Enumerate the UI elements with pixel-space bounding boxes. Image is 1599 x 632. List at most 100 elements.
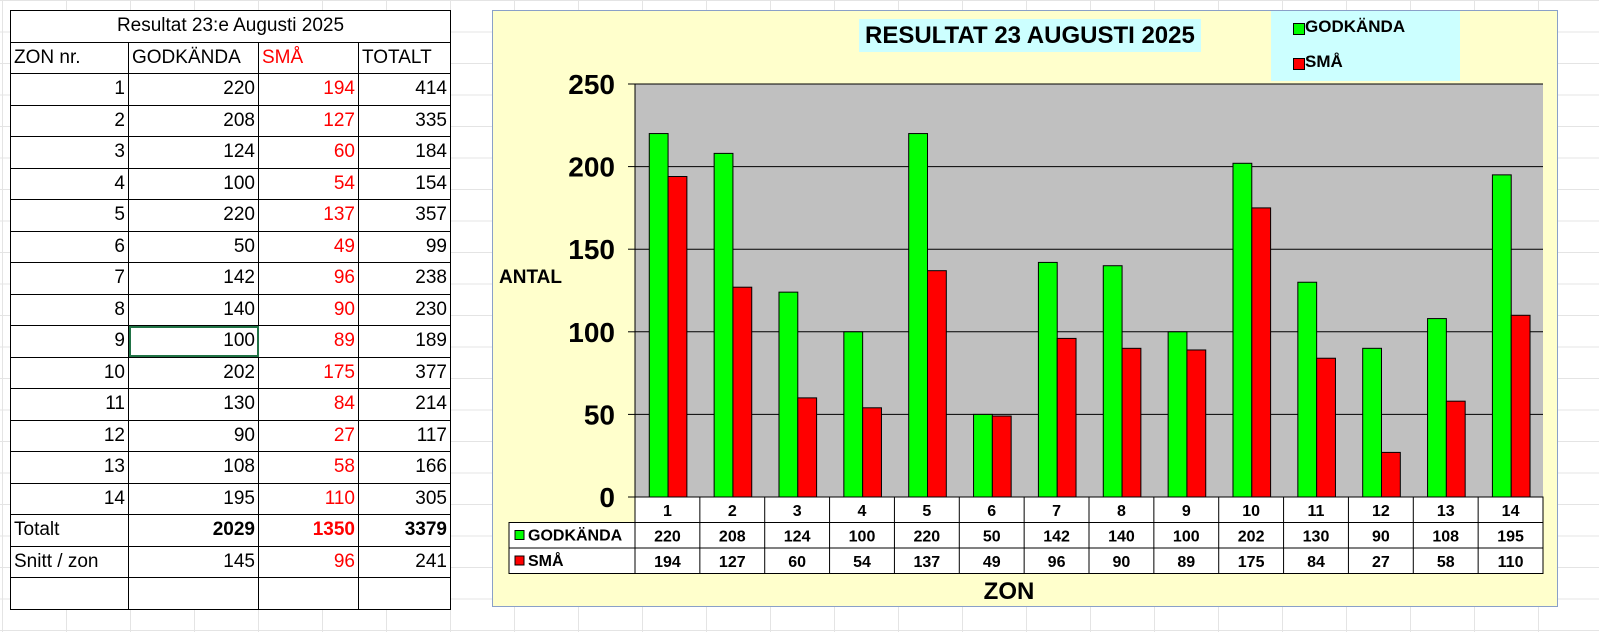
total-sma[interactable]: 1350: [258, 514, 359, 547]
chart-title[interactable]: RESULTAT 23 AUGUSTI 2025: [859, 19, 1201, 52]
datatable-swatch: [514, 530, 525, 540]
bar-godkanda: [843, 331, 864, 498]
cell-zon[interactable]: 3: [10, 136, 129, 169]
snitt-label[interactable]: Snitt / zon: [10, 545, 129, 578]
cell-godkanda[interactable]: 220: [128, 199, 259, 232]
cell-zon[interactable]: 9: [10, 325, 129, 358]
category-label: 8: [1117, 503, 1126, 520]
cell-zon[interactable]: 10: [10, 356, 129, 389]
total-godkanda[interactable]: 2029: [128, 514, 259, 547]
cell-godkanda[interactable]: 100: [128, 167, 259, 200]
cell-totalt[interactable]: 305: [358, 482, 451, 515]
bar-sma: [1510, 314, 1531, 498]
cell-sma[interactable]: 89: [258, 325, 359, 358]
cell-godkanda[interactable]: 130: [128, 388, 259, 421]
snitt-totalt[interactable]: 241: [358, 545, 451, 578]
table-header-row: ZON nr. GODKÄNDA SMÅ TOTALT: [10, 41, 451, 74]
plot-area: [635, 84, 1543, 497]
data-label-sma: 110: [1498, 554, 1524, 571]
cell-godkanda[interactable]: 220: [128, 73, 259, 106]
header-totalt[interactable]: TOTALT: [358, 41, 451, 74]
cell-zon[interactable]: 6: [10, 230, 129, 263]
cell-totalt[interactable]: 230: [358, 293, 451, 326]
cell-sma[interactable]: 137: [258, 199, 359, 232]
bar-godkanda: [973, 413, 993, 498]
cell-zon[interactable]: 8: [10, 293, 129, 326]
data-label-godkanda: 195: [1497, 529, 1524, 546]
cell-totalt[interactable]: 189: [358, 325, 451, 358]
cell-zon[interactable]: 5: [10, 199, 129, 232]
chart-svg: 050100150200250ANTAL12201942208127312460…: [499, 69, 1544, 605]
cell-zon[interactable]: 12: [10, 419, 129, 452]
empty-cell[interactable]: [128, 577, 259, 610]
cell-zon[interactable]: 2: [10, 104, 129, 137]
cell-totalt[interactable]: 238: [358, 262, 451, 295]
cell-sma[interactable]: 175: [258, 356, 359, 389]
chart-area[interactable]: RESULTAT 23 AUGUSTI 2025 GODKÄNDA SMÅ 0 5…: [492, 10, 1558, 607]
y-tick-label: 0: [599, 482, 615, 513]
cell-sma[interactable]: 194: [258, 73, 359, 106]
cell-totalt[interactable]: 99: [358, 230, 451, 263]
bar-godkanda: [1297, 281, 1318, 498]
data-label-sma: 60: [788, 554, 806, 571]
snitt-sma[interactable]: 96: [258, 545, 359, 578]
header-zon[interactable]: ZON nr.: [10, 41, 129, 74]
legend-label-sma: SMÅ: [1305, 52, 1343, 71]
cell-godkanda[interactable]: 140: [128, 293, 259, 326]
cell-sma[interactable]: 54: [258, 167, 359, 200]
cell-godkanda[interactable]: 208: [128, 104, 259, 137]
cell-godkanda[interactable]: 142: [128, 262, 259, 295]
cell-zon[interactable]: 4: [10, 167, 129, 200]
cell-sma[interactable]: 127: [258, 104, 359, 137]
cell-godkanda[interactable]: 202: [128, 356, 259, 389]
category-label: 13: [1437, 503, 1455, 520]
cell-sma[interactable]: 49: [258, 230, 359, 263]
data-label-sma: 49: [983, 554, 1001, 571]
total-label[interactable]: Totalt: [10, 514, 129, 547]
cell-zon[interactable]: 11: [10, 388, 129, 421]
cell-zon[interactable]: 7: [10, 262, 129, 295]
snitt-godkanda[interactable]: 145: [128, 545, 259, 578]
empty-cell[interactable]: [258, 577, 359, 610]
cell-zon[interactable]: 14: [10, 482, 129, 515]
cell-godkanda[interactable]: 124: [128, 136, 259, 169]
cell-totalt[interactable]: 184: [358, 136, 451, 169]
cell-totalt[interactable]: 335: [358, 104, 451, 137]
table-title[interactable]: Resultat 23:e Augusti 2025: [10, 10, 451, 43]
cell-sma[interactable]: 90: [258, 293, 359, 326]
category-label: 10: [1242, 503, 1260, 520]
cell-totalt[interactable]: 117: [358, 419, 451, 452]
total-totalt[interactable]: 3379: [358, 514, 451, 547]
cell-godkanda[interactable]: 195: [128, 482, 259, 515]
cell-totalt[interactable]: 414: [358, 73, 451, 106]
chart-legend[interactable]: GODKÄNDA SMÅ: [1271, 11, 1460, 81]
cell-sma[interactable]: 84: [258, 388, 359, 421]
cell-sma[interactable]: 58: [258, 451, 359, 484]
empty-cell[interactable]: [10, 577, 129, 610]
cell-sma[interactable]: 96: [258, 262, 359, 295]
cell-totalt[interactable]: 377: [358, 356, 451, 389]
empty-cell[interactable]: [358, 577, 451, 610]
bar-sma: [1445, 400, 1466, 498]
cell-zon[interactable]: 1: [10, 73, 129, 106]
cell-sma[interactable]: 110: [258, 482, 359, 515]
cell-totalt[interactable]: 357: [358, 199, 451, 232]
header-godkanda[interactable]: GODKÄNDA: [128, 41, 259, 74]
cell-sma[interactable]: 27: [258, 419, 359, 452]
data-label-godkanda: 108: [1432, 529, 1459, 546]
bar-sma: [991, 415, 1012, 498]
header-sma[interactable]: SMÅ: [258, 41, 359, 74]
cell-zon[interactable]: 13: [10, 451, 129, 484]
cell-totalt[interactable]: 214: [358, 388, 451, 421]
cell-godkanda[interactable]: 50: [128, 230, 259, 263]
data-label-godkanda: 142: [1043, 529, 1070, 546]
category-label: 5: [922, 503, 931, 520]
cell-godkanda[interactable]: 90: [128, 419, 259, 452]
cell-totalt[interactable]: 154: [358, 167, 451, 200]
cell-godkanda[interactable]: 100: [128, 325, 259, 358]
cell-sma[interactable]: 60: [258, 136, 359, 169]
data-label-godkanda: 220: [654, 529, 681, 546]
table-row: 7 142 96 238: [10, 262, 451, 295]
cell-godkanda[interactable]: 108: [128, 451, 259, 484]
cell-totalt[interactable]: 166: [358, 451, 451, 484]
